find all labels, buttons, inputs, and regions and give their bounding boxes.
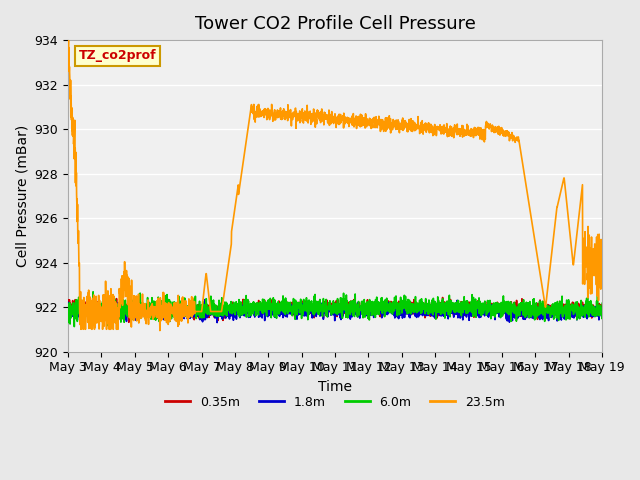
X-axis label: Time: Time bbox=[318, 380, 352, 394]
Text: TZ_co2prof: TZ_co2prof bbox=[79, 49, 156, 62]
Y-axis label: Cell Pressure (mBar): Cell Pressure (mBar) bbox=[15, 125, 29, 267]
Legend: 0.35m, 1.8m, 6.0m, 23.5m: 0.35m, 1.8m, 6.0m, 23.5m bbox=[160, 391, 510, 414]
Title: Tower CO2 Profile Cell Pressure: Tower CO2 Profile Cell Pressure bbox=[195, 15, 476, 33]
